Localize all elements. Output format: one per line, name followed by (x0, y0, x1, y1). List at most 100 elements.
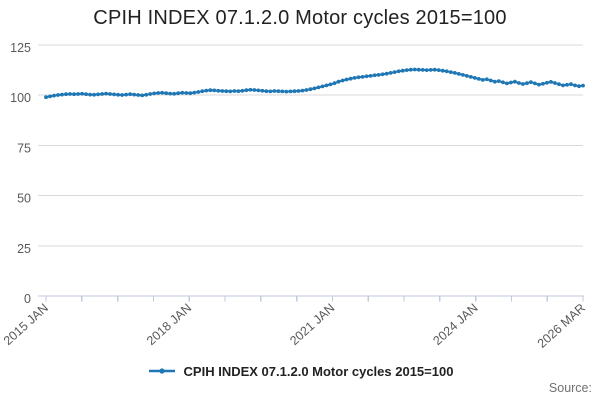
data-point (108, 92, 112, 96)
data-point (404, 68, 409, 72)
data-point (468, 75, 473, 79)
data-point (68, 92, 72, 96)
data-point (172, 91, 177, 96)
data-point (561, 83, 565, 88)
data-point (448, 70, 453, 74)
legend-marker-dot (158, 368, 165, 374)
data-point (428, 68, 433, 72)
data-point (128, 92, 133, 97)
data-point (300, 88, 305, 93)
data-point (501, 80, 505, 85)
data-point (376, 73, 381, 77)
data-point (112, 92, 116, 97)
data-point (408, 67, 413, 72)
y-tick-label: 100 (10, 91, 31, 105)
data-point (60, 92, 64, 97)
data-point (472, 76, 477, 80)
y-tick-label: 75 (17, 141, 31, 155)
data-point (432, 67, 437, 72)
data-point (256, 88, 261, 93)
data-point (484, 77, 489, 82)
data-point (509, 80, 513, 85)
data-point (164, 91, 169, 96)
data-point (513, 79, 517, 84)
data-point (240, 88, 245, 93)
data-point (272, 89, 277, 93)
data-point (132, 92, 137, 97)
data-point (392, 70, 397, 74)
data-point (496, 79, 501, 83)
data-point (312, 86, 317, 91)
data-point (444, 69, 449, 74)
data-point (460, 73, 465, 77)
data-point (188, 91, 193, 96)
data-point (332, 81, 337, 86)
source-label: Source: (548, 381, 592, 395)
data-point (84, 92, 88, 97)
data-point (308, 87, 313, 92)
y-tick-label: 25 (17, 242, 31, 256)
data-point (168, 91, 173, 96)
data-point (456, 72, 461, 76)
data-point (529, 80, 533, 84)
data-point (396, 69, 401, 74)
data-point (360, 75, 365, 79)
y-tick-label: 125 (10, 41, 31, 55)
data-point (573, 83, 577, 88)
data-point (160, 90, 165, 95)
data-point (80, 91, 84, 96)
data-point (316, 85, 321, 90)
data-point (292, 89, 297, 94)
data-point (296, 89, 301, 93)
data-point (52, 93, 56, 98)
data-point (92, 92, 96, 97)
data-point (220, 89, 225, 93)
data-point (581, 83, 585, 88)
data-point (340, 78, 345, 83)
data-point (420, 68, 425, 72)
data-point (284, 89, 289, 94)
x-tick-label: 2026 MAR (535, 301, 588, 351)
data-point (388, 71, 393, 75)
data-point (184, 91, 189, 95)
data-point (436, 68, 441, 72)
data-point (288, 89, 293, 94)
data-point (464, 74, 469, 78)
data-point (400, 68, 405, 73)
data-point (380, 72, 385, 77)
y-tick-label: 50 (17, 192, 31, 206)
data-point (452, 71, 457, 75)
data-point (336, 79, 341, 84)
data-point (212, 88, 217, 93)
data-point (505, 81, 509, 86)
data-point (192, 90, 197, 95)
data-point (48, 94, 52, 99)
data-point (232, 89, 237, 93)
data-point (533, 81, 537, 86)
x-tick-label: 2021 JAN (287, 301, 337, 348)
data-point (228, 89, 233, 94)
data-point (492, 79, 497, 84)
legend-label: CPIH INDEX 07.1.2.0 Motor cycles 2015=10… (183, 363, 454, 379)
data-point (64, 92, 68, 97)
data-point (364, 74, 369, 79)
data-point (144, 92, 149, 97)
data-point (372, 73, 377, 78)
data-point (384, 71, 389, 76)
data-point (180, 90, 185, 95)
data-point (100, 92, 104, 96)
data-point (476, 77, 481, 81)
x-tick-label: 2024 JAN (430, 301, 480, 348)
data-point (416, 67, 421, 72)
data-point (569, 82, 573, 87)
data-point (104, 91, 108, 96)
data-point (264, 89, 269, 94)
data-point (208, 88, 213, 93)
data-point (521, 82, 525, 86)
data-point (148, 92, 153, 96)
x-tick-label: 2018 JAN (144, 301, 194, 348)
data-point (200, 89, 205, 94)
data-point (424, 68, 429, 72)
data-point (545, 80, 549, 85)
